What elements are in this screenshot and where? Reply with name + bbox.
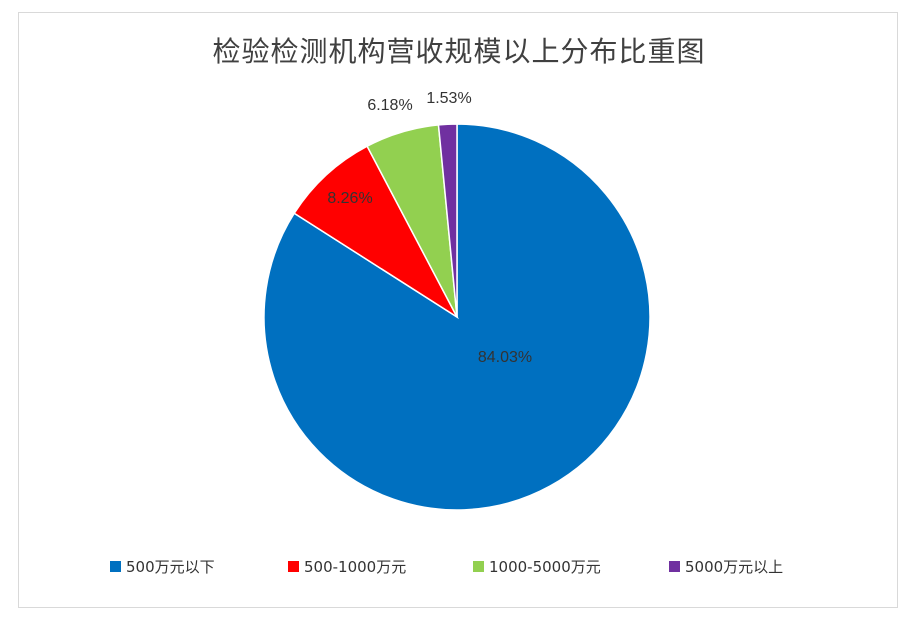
legend-item-0: 500万元以下 — [110, 552, 215, 580]
legend-item-3: 5000万元以上 — [669, 552, 783, 580]
legend-swatch-0 — [110, 560, 121, 572]
legend-item-1: 500-1000万元 — [288, 552, 406, 580]
data-label-3: 1.53% — [426, 90, 471, 107]
legend-swatch-3 — [669, 560, 680, 572]
legend-label-3: 5000万元以上 — [685, 557, 784, 576]
data-label-0: 84.03% — [478, 349, 532, 366]
pie-slice-1 — [293, 145, 459, 320]
legend-item-2: 1000-5000万元 — [473, 552, 601, 580]
data-label-1: 8.26% — [327, 190, 372, 207]
legend-label-2: 1000-5000万元 — [489, 557, 601, 576]
legend-swatch-2 — [473, 560, 484, 572]
data-label-2: 6.18% — [367, 97, 412, 114]
legend-label-1: 500-1000万元 — [304, 557, 407, 576]
legend-swatch-1 — [288, 560, 299, 572]
legend-label-0: 500万元以下 — [126, 557, 215, 576]
legend: 500万元以下 500-1000万元 1000-5000万元 5000万元以上 — [0, 552, 918, 580]
pie-slice-3 — [437, 123, 458, 318]
chart-title: 检验检测机构营收规模以上分布比重图 — [212, 35, 706, 68]
